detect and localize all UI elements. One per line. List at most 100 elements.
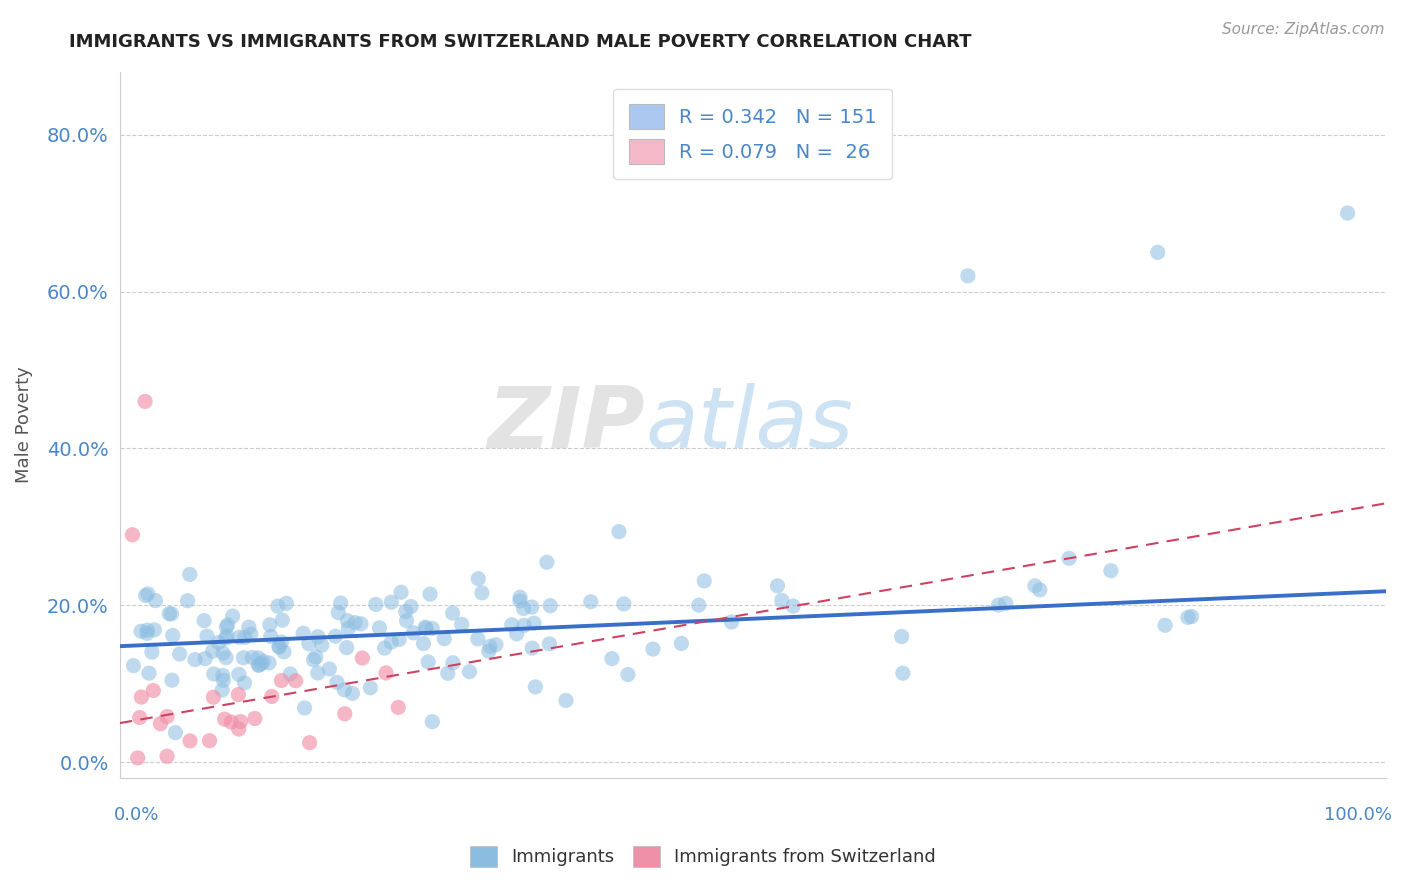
Point <box>298 637 321 651</box>
Point <box>211 668 233 682</box>
Point <box>238 620 260 634</box>
Point <box>284 673 307 688</box>
Point <box>485 638 508 652</box>
Point <box>389 585 412 599</box>
Point <box>326 675 349 690</box>
Point <box>221 609 243 624</box>
Point <box>536 555 558 569</box>
Point <box>333 682 356 697</box>
Point <box>211 683 233 698</box>
Point <box>522 641 544 656</box>
Point <box>364 598 387 612</box>
Point <box>307 630 329 644</box>
Point <box>579 595 602 609</box>
Point <box>512 601 534 615</box>
Point <box>243 712 266 726</box>
Point <box>134 394 156 409</box>
Point <box>399 599 422 614</box>
Point <box>232 650 254 665</box>
Point <box>890 630 912 644</box>
Point <box>228 722 250 736</box>
Point <box>247 658 270 673</box>
Point <box>329 596 352 610</box>
Point <box>555 693 578 707</box>
Point <box>193 614 215 628</box>
Point <box>219 714 242 729</box>
Point <box>194 651 217 665</box>
Point <box>157 607 180 621</box>
Point <box>770 593 793 607</box>
Point <box>395 605 418 619</box>
Point <box>214 712 236 726</box>
Point <box>212 646 235 660</box>
Point <box>994 596 1017 610</box>
Text: 0.0%: 0.0% <box>114 806 159 824</box>
Point <box>252 654 274 668</box>
Point <box>143 623 166 637</box>
Point <box>368 621 391 635</box>
Point <box>600 651 623 665</box>
Point <box>420 621 443 635</box>
Point <box>467 572 489 586</box>
Point <box>138 666 160 681</box>
Point <box>538 599 561 613</box>
Point <box>441 656 464 670</box>
Point <box>688 598 710 612</box>
Point <box>352 651 374 665</box>
Point <box>215 629 238 643</box>
Point <box>380 635 402 649</box>
Point <box>269 640 291 654</box>
Y-axis label: Male Poverty: Male Poverty <box>15 367 32 483</box>
Point <box>280 667 302 681</box>
Point <box>458 665 481 679</box>
Point <box>135 589 157 603</box>
Point <box>233 676 256 690</box>
Point <box>298 736 321 750</box>
Point <box>1029 582 1052 597</box>
Point <box>302 653 325 667</box>
Point <box>260 629 283 643</box>
Point <box>613 597 636 611</box>
Point <box>891 666 914 681</box>
Point <box>720 615 742 629</box>
Point <box>136 626 159 640</box>
Point <box>202 667 225 681</box>
Point <box>501 617 523 632</box>
Point <box>271 613 294 627</box>
Point <box>524 680 547 694</box>
Point <box>387 700 409 714</box>
Point <box>176 593 198 607</box>
Point <box>228 688 250 702</box>
Text: atlas: atlas <box>645 384 853 467</box>
Point <box>418 655 440 669</box>
Point <box>1099 564 1122 578</box>
Point <box>247 651 270 665</box>
Point <box>641 642 664 657</box>
Point <box>693 574 716 588</box>
Point <box>260 690 283 704</box>
Point <box>239 627 262 641</box>
Point <box>342 686 364 700</box>
Point <box>294 701 316 715</box>
Point <box>257 656 280 670</box>
Point <box>359 681 381 695</box>
Point <box>513 618 536 632</box>
Point <box>184 652 207 666</box>
Point <box>247 657 270 672</box>
Point <box>1024 579 1046 593</box>
Point <box>380 595 402 609</box>
Point <box>336 640 359 655</box>
Point <box>617 667 640 681</box>
Point <box>160 607 183 621</box>
Point <box>325 629 347 643</box>
Point <box>142 683 165 698</box>
Point <box>273 645 295 659</box>
Point <box>471 586 494 600</box>
Point <box>311 638 333 652</box>
Text: Source: ZipAtlas.com: Source: ZipAtlas.com <box>1222 22 1385 37</box>
Point <box>162 628 184 642</box>
Point <box>419 587 441 601</box>
Point <box>307 665 329 680</box>
Legend: R = 0.342   N = 151, R = 0.079   N =  26: R = 0.342 N = 151, R = 0.079 N = 26 <box>613 88 893 179</box>
Point <box>228 667 250 681</box>
